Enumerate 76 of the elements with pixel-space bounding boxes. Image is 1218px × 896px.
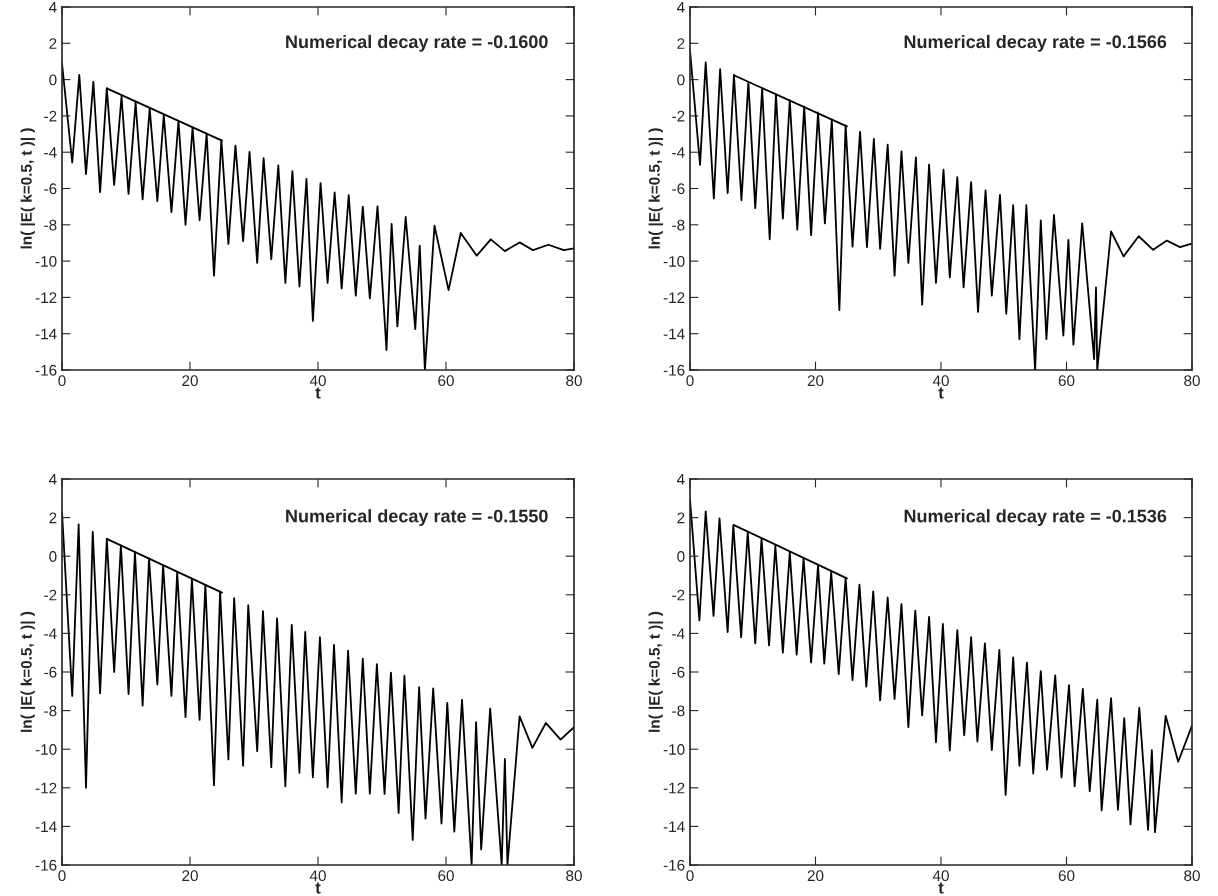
x-axis-title: t bbox=[315, 387, 321, 399]
y-tick-label: -16 bbox=[35, 859, 57, 871]
y-tick-label: -12 bbox=[663, 782, 685, 794]
x-tick-label: 80 bbox=[566, 870, 582, 882]
y-tick-label: -6 bbox=[672, 666, 685, 678]
annotation: Numerical decay rate = -0.1550 bbox=[286, 509, 548, 527]
annotation: Numerical decay rate = -0.1566 bbox=[904, 34, 1167, 52]
y-tick-label: 0 bbox=[49, 74, 57, 86]
y-tick-label: 2 bbox=[49, 38, 57, 49]
y-tick-label: -4 bbox=[44, 147, 57, 158]
y-tick-label: -4 bbox=[672, 628, 685, 639]
x-tick-label: 80 bbox=[1184, 375, 1200, 387]
y-tick-label: -12 bbox=[663, 292, 685, 303]
x-tick-label: 20 bbox=[807, 870, 824, 882]
y-tick-label: 0 bbox=[677, 551, 685, 562]
annotation: Numerical decay rate = -0.1536 bbox=[904, 509, 1167, 527]
x-tick-label: 0 bbox=[686, 870, 694, 882]
x-tick-label: 60 bbox=[438, 375, 454, 387]
y-tick-label: 4 bbox=[48, 2, 57, 13]
y-tick-label: 0 bbox=[49, 551, 57, 562]
y-tick-label: 4 bbox=[676, 474, 685, 485]
y-axis-title: ln( |E( k=0.5, t )| ) bbox=[648, 128, 664, 249]
y-tick-label: -10 bbox=[663, 744, 685, 755]
y-tick-label: -12 bbox=[35, 292, 57, 303]
x-tick-label: 80 bbox=[1184, 870, 1200, 882]
y-axis-title: ln( |E( k=0.5, t )| ) bbox=[20, 128, 36, 249]
y-tick-label: -4 bbox=[44, 628, 57, 639]
y-tick-label: 0 bbox=[677, 74, 685, 86]
x-axis-title: t bbox=[938, 387, 944, 399]
y-tick-label: -14 bbox=[35, 328, 57, 340]
y-tick-label: -8 bbox=[672, 705, 685, 717]
x-axis-title: t bbox=[938, 882, 944, 894]
y-tick-label: -16 bbox=[663, 859, 685, 871]
x-tick-label: 0 bbox=[58, 375, 66, 387]
y-tick-label: -6 bbox=[44, 666, 57, 678]
x-tick-label: 40 bbox=[309, 375, 326, 387]
y-axis-title: ln( |E( k=0.5, t )| ) bbox=[648, 611, 664, 732]
y-tick-label: 4 bbox=[48, 474, 57, 485]
y-tick-label: -2 bbox=[44, 589, 57, 601]
x-tick-label: 20 bbox=[182, 870, 198, 882]
y-tick-label: -8 bbox=[672, 219, 685, 231]
x-tick-label: 60 bbox=[1058, 375, 1075, 387]
y-tick-label: -2 bbox=[44, 110, 57, 122]
x-tick-label: 0 bbox=[58, 870, 66, 882]
annotation: Numerical decay rate = -0.1600 bbox=[286, 34, 548, 52]
y-tick-label: -10 bbox=[663, 255, 685, 267]
y-tick-label: -4 bbox=[672, 147, 685, 158]
x-tick-label: 60 bbox=[1058, 870, 1075, 882]
y-tick-label: -10 bbox=[35, 744, 57, 755]
y-tick-label: -2 bbox=[672, 110, 685, 122]
x-tick-label: 80 bbox=[566, 375, 582, 387]
x-tick-label: 40 bbox=[932, 870, 949, 882]
y-tick-label: -6 bbox=[672, 183, 685, 195]
y-tick-label: -8 bbox=[44, 705, 57, 717]
x-tick-label: 60 bbox=[438, 870, 454, 882]
y-tick-label: -14 bbox=[35, 821, 57, 832]
x-tick-label: 20 bbox=[182, 375, 198, 387]
x-tick-label: 0 bbox=[686, 375, 694, 387]
x-tick-label: 40 bbox=[932, 375, 949, 387]
y-tick-label: -14 bbox=[663, 328, 685, 340]
y-tick-label: 2 bbox=[677, 38, 685, 49]
x-axis-title: t bbox=[315, 882, 321, 894]
x-tick-label: 20 bbox=[807, 375, 824, 387]
y-tick-label: -16 bbox=[35, 364, 57, 376]
y-tick-label: -6 bbox=[44, 183, 57, 195]
y-axis-title: ln( |E( k=0.5, t )| ) bbox=[20, 611, 36, 732]
x-tick-label: 40 bbox=[309, 870, 326, 882]
y-tick-label: -10 bbox=[35, 255, 57, 267]
y-tick-label: 2 bbox=[677, 512, 685, 524]
y-tick-label: -16 bbox=[663, 364, 685, 376]
y-tick-label: -2 bbox=[672, 589, 685, 601]
y-tick-label: -12 bbox=[35, 782, 57, 794]
y-tick-label: -14 bbox=[663, 821, 685, 832]
y-tick-label: 2 bbox=[49, 512, 57, 524]
y-tick-label: 4 bbox=[676, 2, 685, 13]
y-tick-label: -8 bbox=[44, 219, 57, 231]
